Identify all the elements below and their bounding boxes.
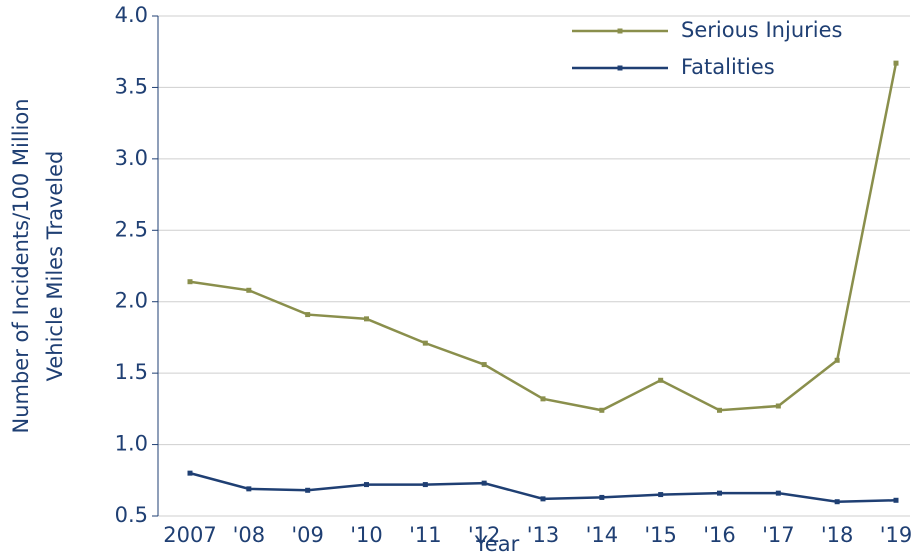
point (246, 287, 252, 293)
point (599, 407, 605, 413)
point (599, 494, 605, 500)
point (540, 396, 546, 402)
point (540, 496, 546, 502)
point (775, 403, 781, 409)
y-tick-label: 2.5 (115, 217, 148, 241)
x-tick-label: '18 (821, 523, 854, 547)
point (481, 480, 487, 486)
x-tick-label: '13 (527, 523, 560, 547)
x-tick-label: '12 (468, 523, 501, 547)
point (481, 362, 487, 368)
point (775, 490, 781, 496)
x-tick-label: '09 (291, 523, 324, 547)
legend-marker (617, 28, 623, 34)
x-tick-label: '19 (880, 523, 913, 547)
point (187, 470, 193, 476)
x-tick-label: '11 (409, 523, 442, 547)
point (364, 316, 369, 322)
point (893, 497, 899, 503)
x-tick-label: 2007 (163, 523, 216, 547)
x-tick-label: '17 (762, 523, 795, 547)
y-tick-label: 3.0 (115, 146, 148, 170)
point (834, 357, 840, 363)
point (658, 492, 664, 498)
y-axis-label: Number of Incidents/100 Million (9, 98, 33, 433)
series-line (189, 62, 898, 412)
point (893, 60, 899, 66)
x-tick-label: '15 (644, 523, 677, 547)
point (717, 407, 722, 413)
point (834, 499, 840, 505)
x-tick-label: '14 (586, 523, 619, 547)
point (187, 279, 193, 285)
y-tick-label: 1.5 (115, 360, 148, 384)
x-axis-label: Year (474, 532, 520, 552)
point (422, 340, 428, 346)
x-tick-label: '08 (233, 523, 266, 547)
point (305, 487, 311, 493)
y-tick-label: 1.0 (115, 432, 148, 456)
legend-label: Fatalities (681, 55, 775, 79)
point (717, 490, 722, 496)
y-tick-label: 0.5 (115, 503, 148, 527)
point (658, 377, 664, 383)
y-tick-label: 3.5 (115, 74, 148, 98)
point (246, 486, 252, 492)
point (364, 482, 369, 488)
x-tick-label: '16 (703, 523, 736, 547)
x-tick-label: '10 (350, 523, 383, 547)
legend-label: Serious Injuries (681, 18, 842, 42)
legend-marker (617, 65, 623, 71)
y-tick-label: 4.0 (115, 3, 148, 27)
point (305, 312, 311, 318)
y-tick-label: 2.0 (115, 289, 148, 313)
y-axis-label: Vehicle Miles Traveled (43, 151, 67, 382)
point (422, 482, 428, 488)
